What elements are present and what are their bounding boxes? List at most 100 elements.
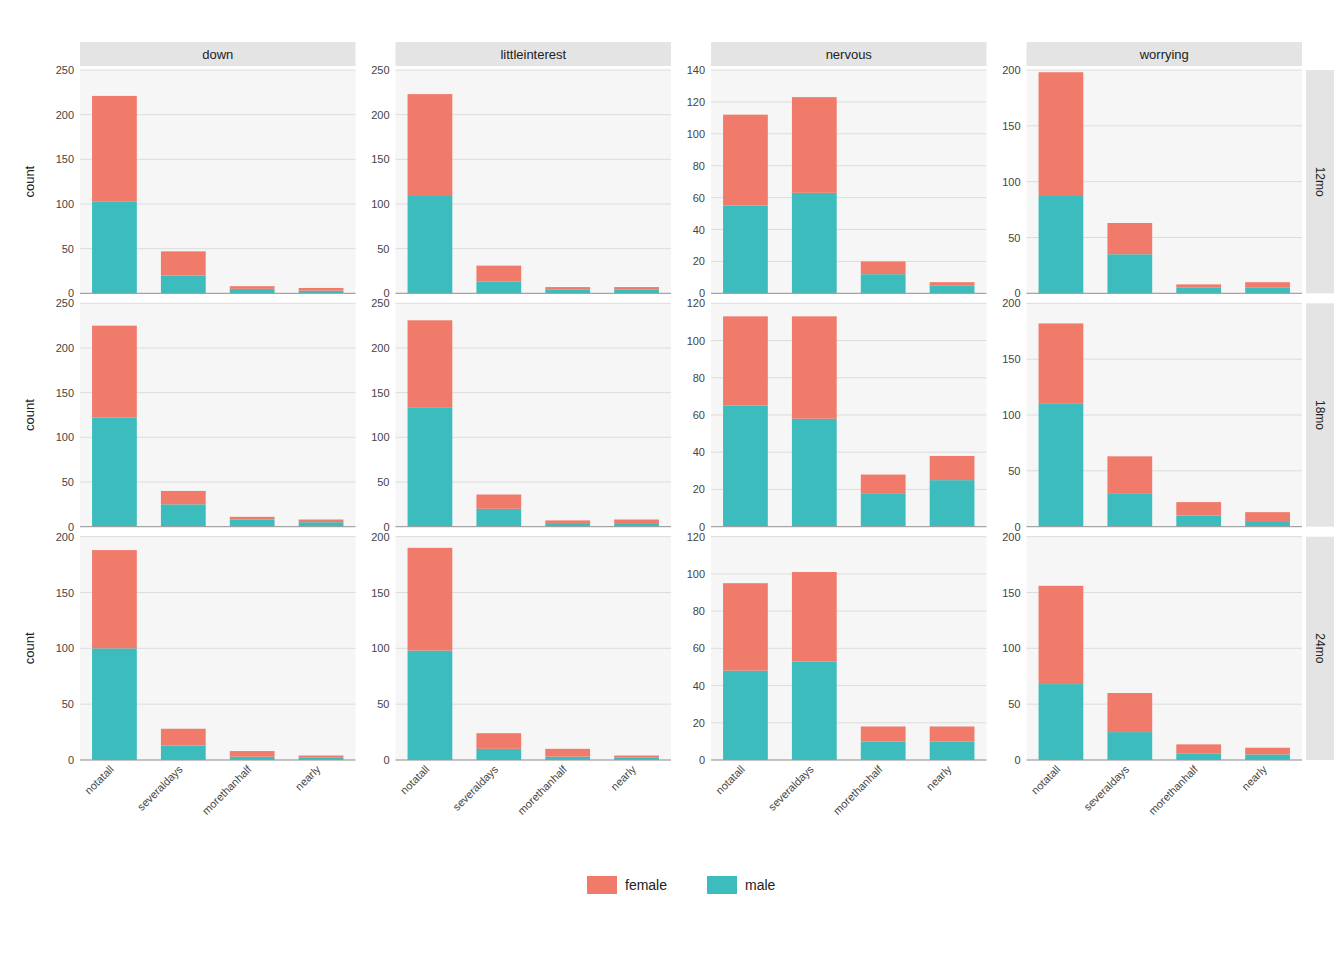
bar-segment bbox=[1245, 282, 1290, 288]
y-tick-label: 200 bbox=[371, 109, 389, 121]
y-tick-label: 60 bbox=[693, 192, 705, 204]
y-tick-label: 150 bbox=[56, 153, 74, 165]
bars bbox=[1039, 586, 1290, 760]
grid-line bbox=[80, 293, 356, 294]
y-tick-label: 80 bbox=[693, 372, 705, 384]
bar-segment bbox=[545, 290, 590, 294]
legend: femalemale bbox=[587, 876, 776, 894]
panel: 050100150200worrying12mo bbox=[1002, 42, 1334, 299]
y-tick-label: 100 bbox=[687, 128, 705, 140]
x-tick-label: severaldays bbox=[135, 763, 185, 813]
x-tick-label: notatall bbox=[398, 763, 432, 797]
grid-line bbox=[396, 293, 672, 294]
grid-line bbox=[1027, 293, 1303, 294]
x-axis-line bbox=[80, 760, 356, 761]
bar-segment bbox=[861, 741, 906, 760]
chart: 050100150200250downcountfemalemale050100… bbox=[0, 0, 1344, 960]
plot-background bbox=[80, 70, 356, 293]
x-axis-line bbox=[1027, 293, 1303, 294]
y-tick-label: 0 bbox=[68, 754, 74, 766]
bar-segment bbox=[408, 548, 453, 651]
legend-label: female bbox=[625, 877, 667, 893]
y-tick-label: 100 bbox=[56, 198, 74, 210]
y-tick-label: 120 bbox=[687, 531, 705, 543]
plot-background bbox=[80, 303, 356, 526]
bar-segment bbox=[1039, 684, 1084, 760]
y-tick-label: 150 bbox=[56, 587, 74, 599]
plot-background bbox=[80, 537, 356, 760]
bar-segment bbox=[861, 727, 906, 742]
grid-line bbox=[396, 303, 672, 304]
bars bbox=[723, 572, 974, 760]
y-tick-label: 250 bbox=[371, 297, 389, 309]
bar-segment bbox=[792, 97, 837, 193]
grid-line bbox=[1027, 526, 1303, 527]
bars bbox=[1039, 72, 1290, 293]
bar-segment bbox=[1176, 744, 1221, 753]
bar-segment bbox=[230, 751, 275, 757]
y-tick-label: 60 bbox=[693, 409, 705, 421]
bar-segment bbox=[1039, 586, 1084, 684]
bar-segment bbox=[545, 749, 590, 757]
bar-segment bbox=[92, 418, 137, 527]
column-title: nervous bbox=[826, 47, 873, 62]
y-tick-label: 200 bbox=[1002, 297, 1020, 309]
bar-segment bbox=[930, 282, 975, 285]
bar-segment bbox=[545, 757, 590, 760]
bar-segment bbox=[1039, 195, 1084, 293]
x-axis-line bbox=[1027, 526, 1303, 527]
bar-segment bbox=[161, 491, 206, 504]
plot-background bbox=[1027, 537, 1303, 760]
x-axis-line bbox=[711, 293, 987, 294]
bar-segment bbox=[614, 290, 659, 294]
grid-line bbox=[80, 303, 356, 304]
y-tick-label: 40 bbox=[693, 224, 705, 236]
y-tick-label: 50 bbox=[62, 698, 74, 710]
bar-segment bbox=[1107, 223, 1152, 254]
plot-background bbox=[396, 70, 672, 293]
bar-segment bbox=[92, 201, 137, 293]
bar-segment bbox=[723, 316, 768, 405]
x-axis-line bbox=[80, 293, 356, 294]
grid-line bbox=[80, 70, 356, 71]
bar-segment bbox=[792, 572, 837, 661]
panel: 05010015020018mo bbox=[1002, 297, 1334, 532]
bar-segment bbox=[299, 522, 344, 526]
bar-segment bbox=[723, 671, 768, 760]
bar-segment bbox=[1176, 288, 1221, 294]
bar-segment bbox=[614, 523, 659, 527]
bar-segment bbox=[1245, 748, 1290, 755]
x-tick-label: severaldays bbox=[1081, 763, 1131, 813]
bar-segment bbox=[930, 480, 975, 527]
grid-line bbox=[396, 526, 672, 527]
grid-line bbox=[711, 536, 987, 537]
bar-segment bbox=[1176, 284, 1221, 287]
y-tick-label: 20 bbox=[693, 483, 705, 495]
bar-segment bbox=[476, 282, 521, 294]
x-tick-label: morethanhalf bbox=[831, 762, 886, 817]
y-tick-label: 250 bbox=[56, 64, 74, 76]
plot-background bbox=[711, 303, 987, 526]
grid-line bbox=[80, 526, 356, 527]
bars bbox=[723, 97, 974, 293]
x-axis-line bbox=[1027, 760, 1303, 761]
bar-segment bbox=[92, 648, 137, 760]
bar-segment bbox=[792, 193, 837, 293]
bar-segment bbox=[230, 286, 275, 289]
plot-background bbox=[1027, 303, 1303, 526]
y-tick-label: 80 bbox=[693, 160, 705, 172]
legend-swatch bbox=[587, 876, 617, 894]
panel: 050100150200250littleinterest bbox=[371, 42, 671, 299]
bar-segment bbox=[299, 288, 344, 291]
panel: 050100150200notatallseveraldaysmorethanh… bbox=[371, 531, 671, 817]
bars bbox=[92, 96, 343, 293]
x-axis-line bbox=[80, 526, 356, 527]
bar-segment bbox=[930, 741, 975, 760]
bars bbox=[408, 320, 659, 526]
y-tick-label: 120 bbox=[687, 96, 705, 108]
bars bbox=[408, 548, 659, 760]
panel: 050100150200notatallseveraldaysmorethanh… bbox=[1002, 531, 1334, 817]
bar-segment bbox=[476, 266, 521, 282]
bar-segment bbox=[1245, 521, 1290, 527]
y-tick-label: 200 bbox=[371, 342, 389, 354]
